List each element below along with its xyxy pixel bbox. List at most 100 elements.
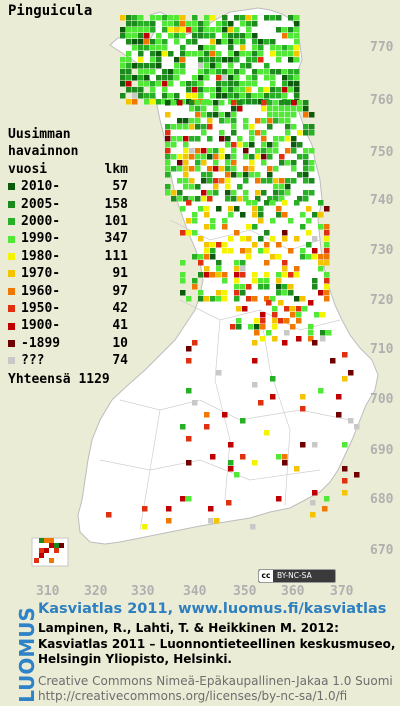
observation-square (234, 260, 240, 266)
observation-square (189, 148, 195, 154)
observation-square (201, 172, 207, 178)
observation-square (195, 184, 201, 190)
observation-square (165, 112, 171, 118)
observation-square (219, 148, 225, 154)
observation-square (258, 99, 264, 105)
observation-square (171, 196, 177, 202)
observation-square (231, 106, 237, 112)
observation-square (255, 148, 261, 154)
observation-square (318, 224, 324, 230)
observation-square (198, 290, 204, 296)
observation-square (132, 87, 138, 93)
map-legend: Uusimman havainnon vuosi lkm 2010- 57 2005… (8, 126, 128, 388)
observation-square (171, 142, 177, 148)
observation-square (54, 548, 59, 553)
observation-square (258, 278, 264, 284)
y-axis-label: 720 (370, 293, 394, 308)
y-axis-label: 730 (370, 243, 394, 258)
observation-square (210, 63, 216, 69)
x-axis-label: 350 (233, 584, 257, 599)
observation-square (186, 218, 192, 224)
legend-row: 2000- 101 (8, 213, 128, 230)
observation-square (189, 166, 195, 172)
observation-square (174, 27, 180, 33)
observation-square (294, 87, 300, 93)
observation-square (177, 154, 183, 160)
observation-square (198, 296, 204, 302)
observation-square (234, 69, 240, 75)
observation-square (342, 352, 348, 358)
observation-square (192, 218, 198, 224)
observation-square (288, 57, 294, 63)
observation-square (198, 260, 204, 266)
observation-square (308, 300, 314, 306)
observation-square (258, 236, 264, 242)
observation-square (168, 93, 174, 99)
observation-square (279, 196, 285, 202)
observation-square (267, 178, 273, 184)
observation-square (246, 99, 252, 105)
observation-square (243, 154, 249, 160)
observation-square (282, 340, 288, 346)
observation-square (198, 236, 204, 242)
observation-square (270, 69, 276, 75)
cc-license-badge[interactable]: cc BY-NC-SA (258, 569, 336, 583)
observation-square (34, 558, 39, 563)
observation-square (192, 284, 198, 290)
observation-square (276, 284, 282, 290)
observation-square (120, 57, 126, 63)
observation-square (264, 230, 270, 236)
legend-period: 1960- (21, 283, 61, 299)
observation-square (252, 206, 258, 212)
observation-square (324, 272, 330, 278)
observation-square (216, 206, 222, 212)
legend-row: 1950- 42 (8, 300, 128, 317)
observation-square (252, 75, 258, 81)
observation-square (166, 506, 172, 512)
observation-square (273, 142, 279, 148)
observation-square (294, 33, 300, 39)
observation-square (171, 100, 177, 106)
credits-heading[interactable]: Kasviatlas 2011, www.luomus.fi/kasviatla… (38, 601, 387, 617)
observation-square (120, 33, 126, 39)
observation-square (156, 81, 162, 87)
observation-square (324, 242, 330, 248)
legend-total-count: 1129 (78, 371, 110, 387)
observation-square (174, 63, 180, 69)
observation-square (204, 242, 210, 248)
observation-square (132, 15, 138, 21)
observation-square (228, 206, 234, 212)
observation-square (252, 278, 258, 284)
legend-swatch (8, 218, 15, 226)
observation-square (276, 51, 282, 57)
observation-square (192, 278, 198, 284)
observation-square (336, 394, 342, 400)
observation-square (186, 230, 192, 236)
observation-square (290, 306, 296, 312)
observation-square (276, 69, 282, 75)
observation-square (288, 272, 294, 278)
credits-block: Kasviatlas 2011, www.luomus.fi/kasviatla… (38, 601, 395, 704)
observation-square (162, 51, 168, 57)
observation-square (288, 218, 294, 224)
observation-square (177, 178, 183, 184)
observation-square (183, 118, 189, 124)
observation-square (198, 27, 204, 33)
observation-square (264, 93, 270, 99)
observation-square (132, 63, 138, 69)
license-line-2[interactable]: http://creativecommons.org/licenses/by-n… (38, 688, 348, 703)
observation-square (288, 69, 294, 75)
observation-square (288, 51, 294, 57)
observation-square (216, 242, 222, 248)
observation-square (342, 466, 348, 472)
observation-square (150, 57, 156, 63)
observation-square (246, 81, 252, 87)
observation-square (276, 93, 282, 99)
observation-square (213, 166, 219, 172)
observation-square (213, 100, 219, 106)
observation-square (264, 63, 270, 69)
observation-square (165, 130, 171, 136)
observation-square (243, 178, 249, 184)
observation-square (300, 254, 306, 260)
observation-square (228, 212, 234, 218)
